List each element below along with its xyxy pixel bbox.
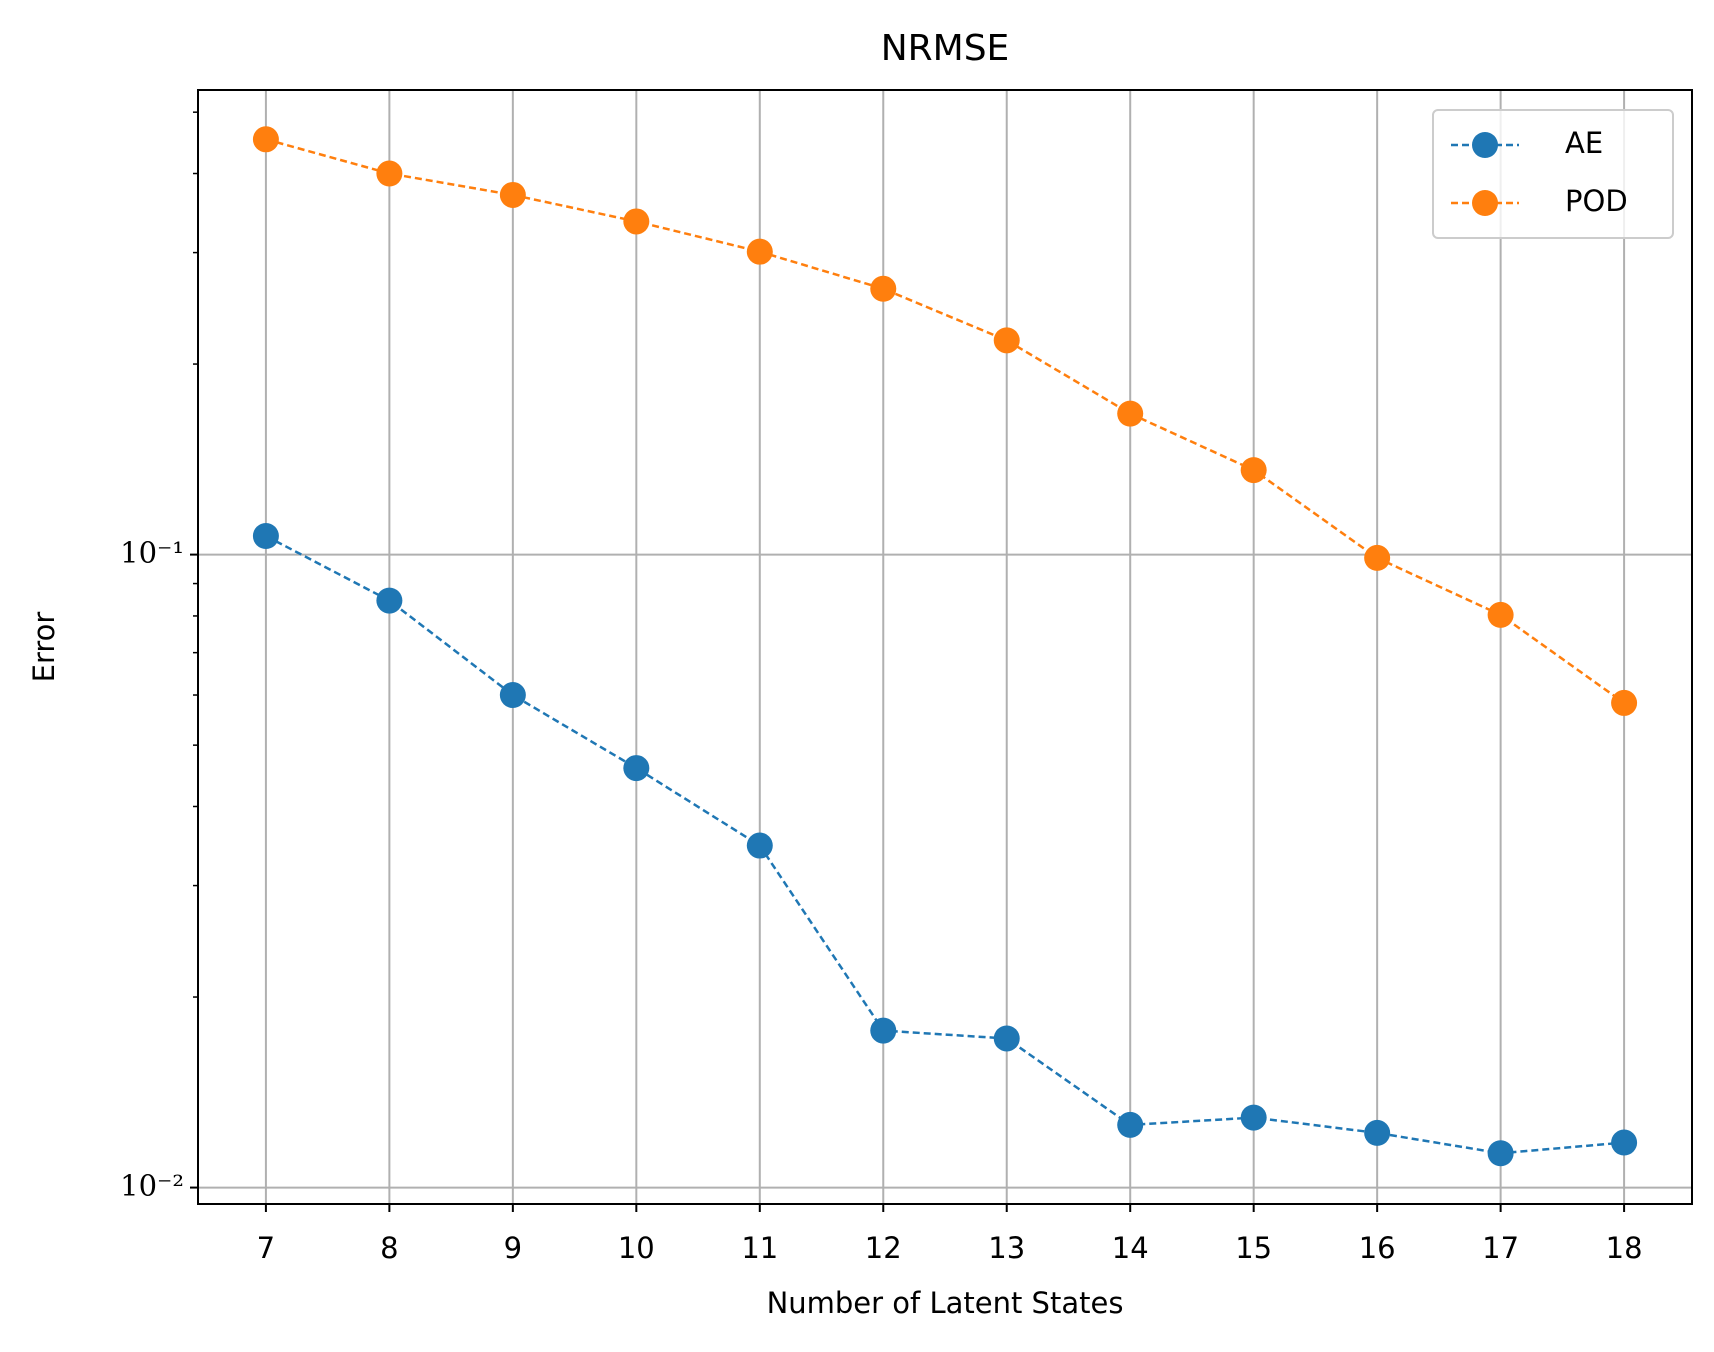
x-tick-label: 9 xyxy=(504,1231,522,1265)
x-tick-label: 16 xyxy=(1359,1231,1396,1265)
x-tick-label: 17 xyxy=(1482,1231,1519,1265)
point xyxy=(1611,689,1638,716)
y-tick-label: 10⁻² xyxy=(120,1169,184,1203)
legend-marker xyxy=(1472,132,1498,158)
point xyxy=(1240,457,1267,484)
x-tick-label: 7 xyxy=(257,1231,275,1265)
point xyxy=(1487,1140,1514,1167)
point xyxy=(993,1025,1020,1052)
point xyxy=(1240,1104,1267,1131)
x-tick-label: 11 xyxy=(741,1231,778,1265)
x-tick-label: 8 xyxy=(380,1231,398,1265)
point xyxy=(499,181,526,208)
x-tick-label: 13 xyxy=(988,1231,1025,1265)
chart-title: NRMSE xyxy=(881,28,1010,69)
point xyxy=(376,160,403,187)
y-axis-label: Error xyxy=(27,612,61,683)
legend-marker xyxy=(1472,190,1498,216)
point xyxy=(252,126,279,153)
point xyxy=(870,275,897,302)
point xyxy=(1117,1111,1144,1138)
x-tick-label: 14 xyxy=(1112,1231,1149,1265)
legend-box xyxy=(1432,109,1674,239)
point xyxy=(1364,544,1391,571)
point xyxy=(1487,601,1514,628)
point xyxy=(870,1017,897,1044)
point xyxy=(746,238,773,265)
point xyxy=(376,587,403,614)
point xyxy=(623,755,650,782)
plot-frame xyxy=(197,89,1693,1205)
x-tick-label: 18 xyxy=(1606,1231,1643,1265)
x-tick-label: 15 xyxy=(1235,1231,1272,1265)
x-tick-label: 12 xyxy=(865,1231,902,1265)
point xyxy=(252,523,279,550)
point xyxy=(1364,1119,1391,1146)
point xyxy=(1611,1129,1638,1156)
point xyxy=(623,208,650,235)
point xyxy=(993,327,1020,354)
series-line xyxy=(265,534,1625,1155)
point xyxy=(746,832,773,859)
x-axis-label: Number of Latent States xyxy=(767,1286,1124,1320)
series-line xyxy=(265,138,1625,704)
point xyxy=(1117,400,1144,427)
y-tick-label: 10⁻¹ xyxy=(120,536,184,570)
legend-label: POD xyxy=(1565,184,1628,218)
x-tick-label: 10 xyxy=(618,1231,655,1265)
point xyxy=(499,682,526,709)
legend-label: AE xyxy=(1565,126,1603,160)
